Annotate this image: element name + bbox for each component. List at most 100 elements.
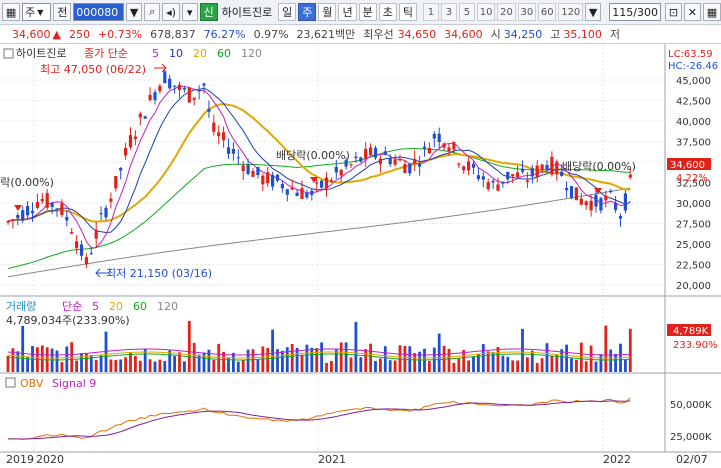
- dropdown-icon[interactable]: ▼: [585, 3, 602, 21]
- volume-bar: [516, 360, 519, 372]
- candle-body: [94, 229, 98, 239]
- speaker-icon[interactable]: ◂): [162, 3, 180, 21]
- interval-120[interactable]: 120: [558, 3, 584, 21]
- ma-legend-item: 5: [152, 47, 159, 60]
- period-year[interactable]: 년: [338, 3, 357, 21]
- obv-tick: 50,000K: [670, 400, 712, 411]
- search-icon[interactable]: ⌕: [144, 3, 161, 21]
- obv-tick: 25,000K: [670, 432, 712, 443]
- volume-bar: [344, 342, 348, 372]
- volume-bar: [334, 349, 338, 372]
- candle-body: [40, 198, 44, 202]
- period-week[interactable]: 주: [298, 3, 317, 21]
- grid-icon[interactable]: ▦: [702, 3, 721, 21]
- interval-3[interactable]: 3: [440, 3, 457, 21]
- volume-bar: [408, 346, 412, 372]
- candle-body: [89, 253, 93, 255]
- candle-body: [589, 200, 593, 211]
- mode-button[interactable]: 전: [53, 3, 72, 21]
- lock-icon[interactable]: ⊡: [664, 3, 682, 21]
- volume-bar: [60, 362, 64, 372]
- mode-select[interactable]: 주 ▼: [22, 3, 52, 21]
- candle-body: [261, 175, 265, 185]
- volume-ma-lines: [7, 348, 631, 361]
- obv-box-icon[interactable]: [5, 377, 16, 388]
- candle-body: [442, 143, 446, 148]
- volume-bar: [604, 325, 608, 372]
- volume-bar: [232, 352, 235, 372]
- interval-1[interactable]: 1: [422, 3, 439, 21]
- candle-body: [197, 90, 201, 92]
- ma120-path: [7, 187, 631, 278]
- volume-bar: [285, 347, 289, 372]
- volume-bar: [114, 359, 118, 372]
- interval-60[interactable]: 60: [538, 3, 557, 21]
- stock-chart[interactable]: 45,00042,50040,00037,50035,00032,50030,0…: [0, 44, 721, 468]
- volume-bar: [202, 352, 206, 372]
- volume-bar: [281, 350, 284, 372]
- candle-body: [359, 157, 363, 162]
- candle-body: [45, 193, 49, 208]
- candle-body: [153, 92, 157, 101]
- volume-bar: [295, 347, 299, 372]
- volume-bar: [119, 359, 123, 372]
- interval-5[interactable]: 5: [458, 3, 475, 21]
- candle-body: [271, 174, 275, 187]
- candle-body: [364, 148, 368, 159]
- candle-body: [65, 216, 69, 221]
- period-tick[interactable]: 틱: [398, 3, 417, 21]
- candle-body: [339, 169, 343, 176]
- ma-legend-item: 10: [169, 47, 183, 60]
- period-second[interactable]: 초: [378, 3, 397, 21]
- candle-body: [11, 219, 15, 221]
- period-minute[interactable]: 분: [358, 3, 377, 21]
- volume-bar: [540, 358, 544, 372]
- low-label: 저: [609, 28, 621, 41]
- interval-20[interactable]: 20: [497, 3, 516, 21]
- candle-body: [177, 84, 182, 90]
- candle-body: [462, 166, 466, 171]
- volume-bar: [526, 357, 529, 372]
- candle-body: [618, 216, 623, 219]
- obv-title: OBV: [20, 377, 44, 390]
- candle-body: [545, 164, 549, 171]
- volume-bar: [80, 353, 83, 372]
- candle-body: [222, 132, 226, 141]
- volume-bar: [21, 325, 25, 372]
- cross-icon[interactable]: ✕: [683, 3, 701, 21]
- volume-bar: [55, 350, 59, 372]
- candle-body: [520, 168, 525, 172]
- interval-30[interactable]: 30: [517, 3, 537, 21]
- legend-box-icon[interactable]: [3, 48, 14, 59]
- menu-icon[interactable]: ▾: [181, 3, 198, 21]
- chart-type-icon[interactable]: ▦: [2, 3, 21, 21]
- code-input[interactable]: 000080: [73, 3, 124, 21]
- candle-body: [614, 203, 618, 210]
- candle-body: [212, 122, 216, 132]
- volume-bar: [477, 353, 480, 372]
- period-month[interactable]: 월: [318, 3, 337, 21]
- volume-bar: [565, 344, 568, 372]
- volume-bar: [163, 361, 167, 372]
- last-pct-text: 4.22%: [676, 173, 708, 184]
- volume-title: 거래량: [6, 300, 36, 313]
- candle-body: [75, 241, 79, 248]
- legend-ma-label: 종가 단순: [84, 47, 128, 60]
- volume-ma60-path: [7, 353, 631, 361]
- count-input[interactable]: 115/300: [609, 3, 661, 21]
- candle-body: [599, 198, 603, 211]
- dropdown-icon[interactable]: ▼: [125, 3, 143, 21]
- candle-body: [427, 148, 431, 154]
- volume-bar: [109, 359, 113, 372]
- period-day[interactable]: 일: [278, 3, 297, 21]
- candle-body: [481, 176, 485, 180]
- price-tick: 42,500: [676, 97, 711, 108]
- price-tick: 20,000: [676, 281, 711, 292]
- price-axis-area: [665, 44, 721, 454]
- volume-bar: [379, 358, 382, 372]
- x-label: 02/07: [676, 453, 708, 466]
- price-tick: 22,500: [676, 261, 711, 272]
- interval-10[interactable]: 10: [476, 3, 496, 21]
- candle-body: [525, 180, 529, 182]
- obv-signal-path: [8, 400, 631, 440]
